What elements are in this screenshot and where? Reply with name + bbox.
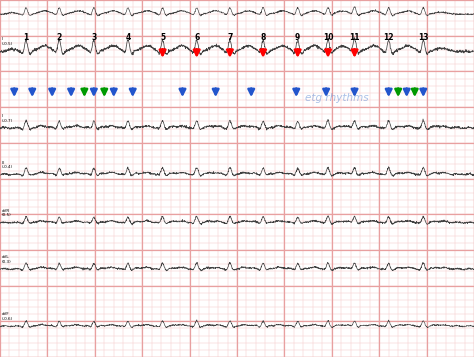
Text: I
(-0.5): I (-0.5) bbox=[1, 37, 13, 46]
Text: 3: 3 bbox=[91, 33, 97, 42]
Text: 12: 12 bbox=[383, 33, 394, 42]
Text: 8: 8 bbox=[260, 33, 266, 42]
Text: etg rhythms: etg rhythms bbox=[305, 93, 368, 103]
Text: 13: 13 bbox=[418, 33, 428, 42]
Text: aVF
(-0.6): aVF (-0.6) bbox=[1, 312, 13, 321]
Text: 5: 5 bbox=[160, 33, 165, 42]
Text: 2: 2 bbox=[56, 33, 62, 42]
Text: 6: 6 bbox=[194, 33, 200, 42]
Text: aVR
(0.5): aVR (0.5) bbox=[1, 209, 11, 217]
Text: II
(-0.7): II (-0.7) bbox=[1, 114, 13, 123]
Text: 1: 1 bbox=[23, 33, 29, 42]
Text: III
(-0.4): III (-0.4) bbox=[1, 161, 12, 169]
Text: 4: 4 bbox=[125, 33, 131, 42]
Text: 11: 11 bbox=[349, 33, 360, 42]
Text: 10: 10 bbox=[323, 33, 333, 42]
Text: 7: 7 bbox=[227, 33, 233, 42]
Text: 9: 9 bbox=[295, 33, 301, 42]
Text: aVL
(0.3): aVL (0.3) bbox=[1, 255, 11, 264]
